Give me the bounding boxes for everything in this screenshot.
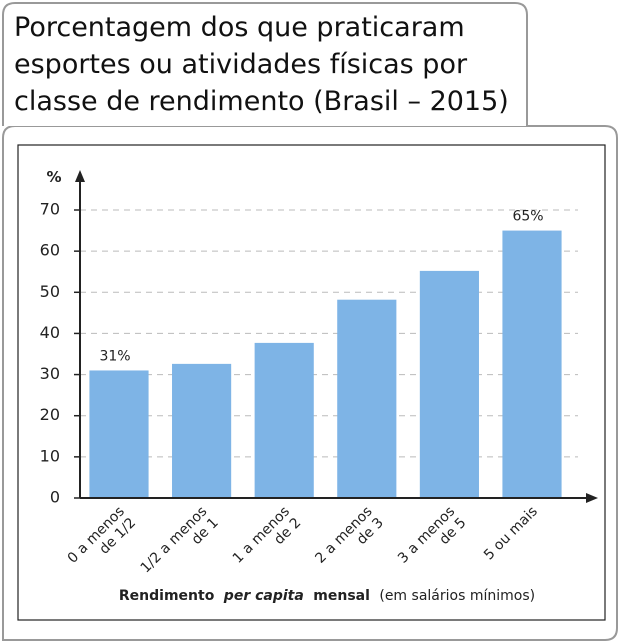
title-box bbox=[2, 2, 528, 126]
y-tick-label: 20 bbox=[40, 405, 60, 424]
y-tick-label: 70 bbox=[40, 200, 60, 219]
x-axis-label: Rendimento per capita mensal (em salário… bbox=[119, 588, 535, 604]
y-tick-label: 50 bbox=[40, 282, 60, 301]
title-line: esportes ou atividades físicas por bbox=[14, 49, 468, 80]
x-label-part: (em salários mínimos) bbox=[379, 588, 535, 604]
value-label: 65% bbox=[512, 209, 543, 225]
x-label-part: mensal bbox=[313, 588, 370, 604]
y-tick-label: 60 bbox=[40, 241, 60, 260]
bar bbox=[419, 270, 479, 498]
y-tick-label: 0 bbox=[50, 488, 60, 507]
chart-title: Porcentagem dos que praticaram esportes … bbox=[14, 12, 509, 117]
title-line: classe de rendimento (Brasil – 2015) bbox=[14, 86, 509, 117]
bar bbox=[337, 299, 397, 498]
bar bbox=[254, 342, 314, 498]
bar bbox=[502, 230, 562, 499]
x-label-part: per capita bbox=[223, 588, 304, 604]
y-axis-arrow bbox=[75, 170, 85, 182]
y-axis-label: % bbox=[46, 168, 61, 186]
y-tick-label: 10 bbox=[40, 446, 60, 465]
title-line: Porcentagem dos que praticaram bbox=[14, 12, 465, 43]
frame bbox=[17, 144, 606, 621]
value-label: 31% bbox=[99, 348, 130, 364]
y-tick-label: 30 bbox=[40, 364, 60, 383]
y-tick-label: 40 bbox=[40, 323, 60, 342]
bar bbox=[172, 363, 232, 498]
x-label-part: Rendimento bbox=[119, 588, 215, 604]
x-axis-arrow bbox=[586, 493, 598, 503]
bar bbox=[89, 370, 149, 498]
